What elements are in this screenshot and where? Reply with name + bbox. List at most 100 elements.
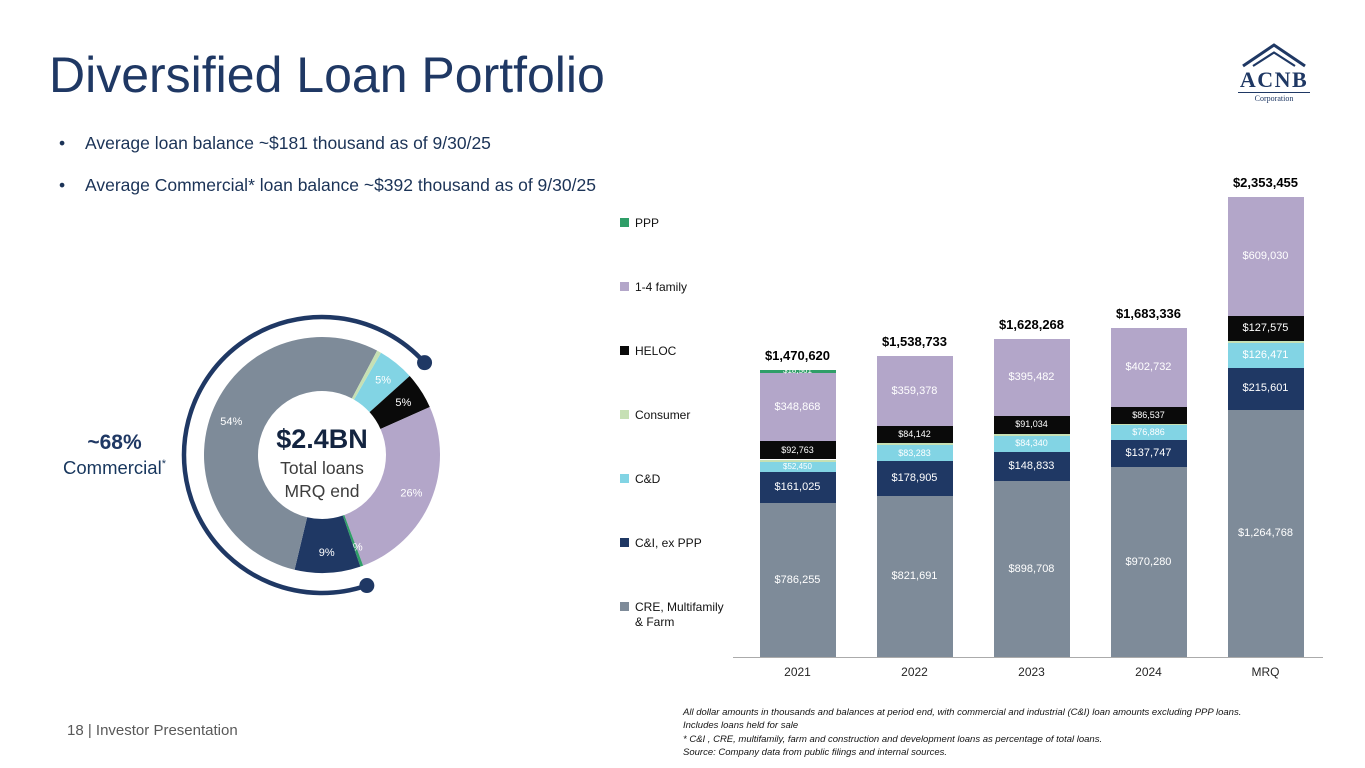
bar-segment-label: $18,561 [783,366,812,376]
legend-swatch-icon [620,474,629,483]
bar-segment-label: $348,868 [774,400,821,413]
bar-segment-label: $84,340 [1015,438,1048,449]
legend-label: PPP [635,216,660,230]
bar-segment [1227,340,1304,343]
bar-segment [876,442,953,446]
bar-segment: $215,601 [1227,367,1304,410]
bar-segment: $609,030 [1227,197,1304,317]
legend-label: HELOC [635,344,677,358]
legend-swatch-icon [620,410,629,419]
bar-segment: $161,025 [759,471,836,504]
commercial-percent: ~68% [87,431,142,454]
slide-title: Diversified Loan Portfolio [49,47,605,103]
logo-wordmark: ACNB [1239,67,1309,92]
legend-label: C&I, ex PPP [635,536,702,550]
bar-segment-label: $821,691 [891,570,938,583]
bar-segment: $137,747 [1110,440,1187,468]
legend-item: 1-4 family [620,280,724,295]
legend-label: CRE, Multifamily & Farm [635,600,724,629]
bar-total-label: $2,353,455 [1232,175,1299,190]
x-axis-category-label: 2022 [901,665,928,679]
bar-segment: $178,905 [876,461,953,497]
legend-swatch-icon [620,218,629,227]
bar-segment: $52,450 [759,461,836,472]
legend-swatch-icon [620,282,629,291]
roof-icon [1242,43,1306,68]
bar-total-label: $1,538,733 [881,334,948,350]
bar-segment-label: $898,708 [1008,562,1055,575]
bar-segment: $84,340 [993,435,1070,453]
bar-segment: $402,732 [1110,327,1187,407]
donut-segment-label: 5% [395,397,411,409]
bar-segment-label: $609,030 [1242,250,1289,263]
donut-segment [344,407,440,566]
donut-segment [294,515,361,573]
bar-segment: $348,868 [759,373,836,442]
donut-center-label: MRQ end [285,481,360,501]
bar-segment-label: $52,450 [783,461,812,471]
bar-segment: $970,280 [1110,467,1187,657]
bar-segment: $1,264,768 [1227,409,1304,657]
arc-endpoint-dot [359,578,375,594]
loan-balances-stacked-bar-chart: $786,255 $161,025 $52,450 $92,763 $348,868 $1… [733,170,1324,690]
commercial-label-asterisk: * [161,457,166,470]
legend-item: C&I, ex PPP [620,536,724,551]
bar-segment-label: $1,264,768 [1237,526,1294,539]
bullet-list: Average loan balance ~$181 thousand as o… [57,133,596,217]
bar-segment: $91,034 [993,416,1070,434]
bar-segment: $821,691 [876,496,953,657]
bar-segment-label: $92,763 [781,444,814,455]
donut-segment [351,350,381,400]
legend-swatch-icon [620,602,629,611]
bar-total-label: $1,683,336 [1115,305,1182,321]
bar-segment: $395,482 [993,338,1070,417]
legend-item: HELOC [620,344,724,359]
bar-segment: $84,142 [876,426,953,443]
bar-segment [759,459,836,462]
legend-label: C&D [635,472,661,486]
legend-label: 1-4 family [635,280,688,294]
bar-segment-label: $970,280 [1125,555,1172,568]
bar-segment: $18,561 [759,366,836,376]
x-axis-category-label: 2024 [1135,665,1162,679]
bar-segment: $92,763 [759,441,836,460]
bar-segment: $127,575 [1227,316,1304,341]
footnote-line: Source: Company data from public filings… [683,746,948,758]
footnote-line: Includes loans held for sale [683,720,799,732]
donut-segment [204,337,378,570]
bar-segment: $359,378 [876,356,953,427]
bar-segment-label: $76,886 [1132,427,1165,438]
donut-segment-label: 54% [220,416,242,428]
bar-segment [1110,423,1187,426]
bullet-item: Average loan balance ~$181 thousand as o… [57,133,596,154]
x-axis-category-label: 2021 [784,665,811,679]
donut-segment [342,514,364,567]
bar-segment: $786,255 [759,503,836,657]
footnotes: All dollar amounts in thousands and bala… [683,706,1343,759]
donut-segment-label: 9% [319,547,335,559]
commercial-label-text: Commercial [63,457,162,478]
logo-subtitle: Corporation [1238,92,1310,103]
legend-label: Consumer [635,408,691,422]
bar-segment: $126,471 [1227,342,1304,368]
bar-segment: $86,537 [1110,406,1187,424]
legend-item: C&D [620,472,724,487]
footnote-line: * C&I , CRE, multifamily, farm and const… [683,733,1103,745]
x-axis-category-label: 2023 [1018,665,1045,679]
donut-segment-label: 26% [400,488,422,500]
bar-segment [993,433,1070,436]
commercial-label: Commercial* [52,457,177,479]
bar-segment: $83,283 [876,445,953,462]
legend-swatch-icon [620,346,629,355]
bar-segment-label: $91,034 [1015,419,1048,430]
bar-segment: $148,833 [993,452,1070,482]
bar-total-label: $1,628,268 [998,316,1065,332]
bar-segment-label: $86,537 [1132,409,1165,420]
donut-segment [369,376,430,429]
commercial-callout: ~68% Commercial* [52,431,177,479]
donut-segment-label: 5% [375,375,391,387]
legend-item: CRE, Multifamily & Farm [620,600,724,630]
bar-segment-label: $84,142 [898,429,931,440]
